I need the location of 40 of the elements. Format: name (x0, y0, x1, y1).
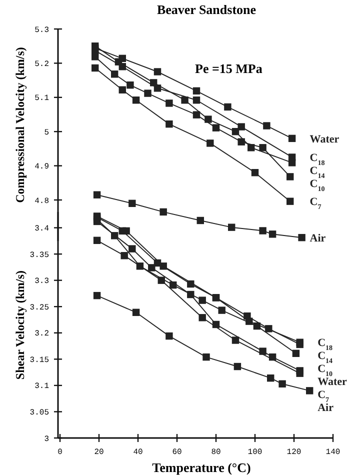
x-tick-label: 60 (172, 448, 182, 457)
y-axis-title: Compressional Velocity (km/s) (13, 47, 27, 203)
y-tick-label: 3.25 (30, 303, 50, 312)
y-tick-label: 3.15 (30, 356, 50, 365)
y-tick-label: 4.8 (34, 196, 50, 206)
y-tick-label: 5 (44, 128, 50, 138)
y-tick-label: 3.1 (34, 382, 50, 392)
y-tick-label: 5.2 (34, 60, 50, 69)
series-label: C$_{10}$ (310, 178, 326, 194)
x-tick-label: 0 (58, 448, 63, 457)
chart-title: Beaver Sandstone (156, 2, 256, 17)
x-tick-label: 80 (211, 448, 221, 457)
series-label: C$_{7}$ (318, 389, 330, 404)
y-tick-label: 4.9 (34, 162, 50, 172)
series-label: C$_{14}$ (310, 165, 326, 180)
series-label: C$_{10}$ (318, 363, 334, 378)
y-tick-label: 3.2 (34, 330, 50, 339)
series-label: C$_{18}$ (318, 337, 334, 352)
series-label: C$_{18}$ (310, 152, 326, 168)
annotation: Pe =15 MPa (195, 61, 263, 76)
y-tick-label: 5.1 (34, 94, 50, 104)
y-axis-title: Shear Velocity (km/s) (13, 270, 27, 380)
series-label: Air (318, 402, 334, 414)
x-tick-label: 20 (94, 448, 104, 457)
y-tick-label: 5.3 (34, 26, 50, 35)
y-tick-label: 3.3 (34, 277, 50, 286)
series-label: C$_{7}$ (310, 196, 322, 212)
x-axis-title: Temperature (°C) (152, 460, 251, 475)
series-label: Air (310, 232, 326, 244)
y-tick-label: 3 (44, 434, 50, 444)
x-tick-label: 40 (133, 448, 143, 457)
y-tick-label: 3.35 (30, 250, 50, 260)
series-label: C$_{14}$ (318, 350, 334, 366)
x-tick-label: 120 (286, 448, 302, 457)
x-tick-label: 100 (248, 448, 262, 457)
x-tick-label: 140 (326, 448, 340, 457)
y-tick-label: 3.4 (34, 224, 50, 234)
series-label: Water (318, 376, 348, 388)
y-tick-label: 3.05 (30, 408, 50, 418)
series-label: Water (310, 133, 340, 146)
